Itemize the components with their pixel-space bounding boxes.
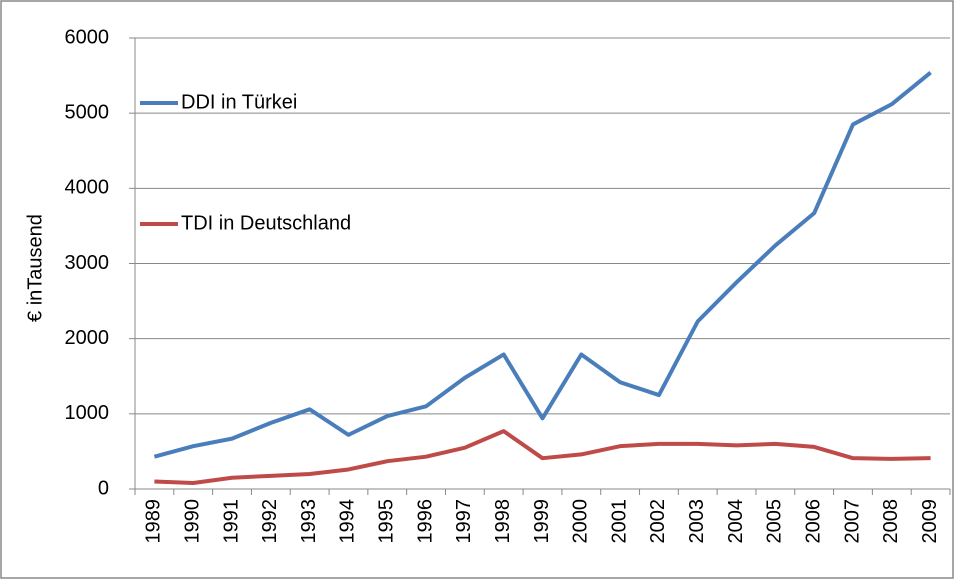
- y-tick-label: 1000: [65, 402, 110, 424]
- y-tick-label: 2000: [65, 327, 110, 349]
- x-tick-label: 1999: [531, 499, 553, 544]
- x-tick-label: 2007: [841, 499, 863, 544]
- x-tick-label: 2009: [919, 499, 941, 544]
- x-tick-label: 1990: [181, 499, 203, 544]
- x-tick-label: 2006: [802, 499, 824, 544]
- x-tick-label: 1992: [259, 499, 281, 544]
- x-tick-label: 2003: [686, 499, 708, 544]
- x-tick-label: 2001: [608, 499, 630, 544]
- x-tick-label: 1991: [220, 499, 242, 544]
- x-tick-label: 2000: [570, 499, 592, 544]
- legend-label: TDI in Deutschland: [181, 212, 351, 234]
- y-tick-label: 6000: [65, 26, 110, 48]
- series-line: [154, 429, 931, 485]
- x-tick-label: 1989: [143, 499, 165, 544]
- x-tick-label: 2002: [647, 499, 669, 544]
- series-line: [153, 71, 932, 459]
- x-tick-label: 1993: [298, 499, 320, 544]
- x-tick-label: 2008: [880, 499, 902, 544]
- legend-label: DDI in Türkei: [181, 91, 297, 113]
- y-axis-label: € inTausend: [24, 214, 46, 322]
- x-tick-label: 2004: [725, 499, 747, 544]
- x-tick-label: 1995: [376, 499, 398, 544]
- y-tick-label: 5000: [65, 101, 110, 123]
- x-tick-label: 1996: [414, 499, 436, 544]
- x-tick-label: 1998: [492, 499, 514, 544]
- y-tick-label: 4000: [65, 177, 110, 199]
- y-tick-label: 3000: [65, 252, 110, 274]
- x-tick-label: 2005: [764, 499, 786, 544]
- y-tick-label: 0: [98, 477, 109, 499]
- x-tick-label: 1997: [453, 499, 475, 544]
- x-tick-label: 1994: [337, 499, 359, 544]
